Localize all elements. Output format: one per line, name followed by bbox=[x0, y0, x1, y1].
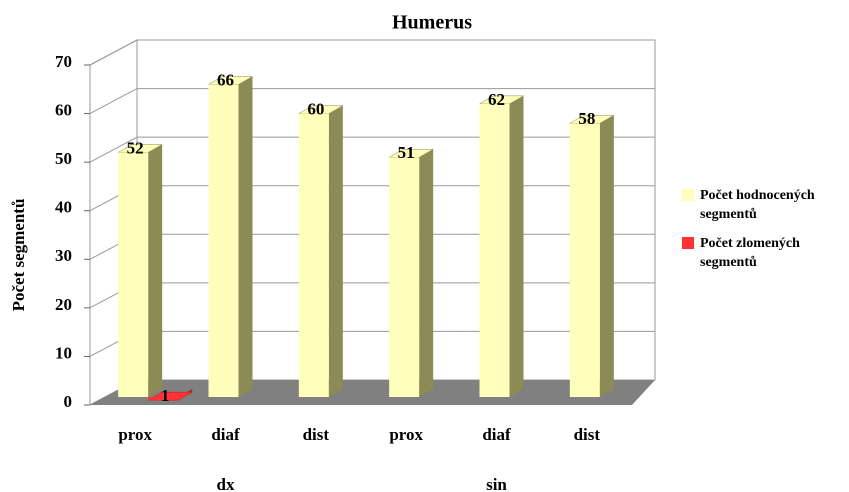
y-tick-label: 50 bbox=[55, 149, 72, 168]
x-tick-label: dist bbox=[574, 425, 601, 444]
bar-side bbox=[148, 144, 163, 397]
x-tick-label: dist bbox=[303, 425, 330, 444]
legend-swatch bbox=[682, 237, 694, 249]
bar-front bbox=[148, 397, 179, 401]
data-label: 60 bbox=[307, 99, 324, 118]
bar-side bbox=[599, 115, 614, 398]
bar-side bbox=[328, 105, 343, 398]
group-label: sin bbox=[486, 475, 507, 492]
data-label: 52 bbox=[127, 138, 144, 157]
x-tick-label: prox bbox=[389, 425, 423, 444]
bar-front bbox=[479, 103, 510, 397]
x-tick-label: diaf bbox=[482, 425, 511, 444]
bar-front bbox=[569, 123, 600, 398]
x-tick-label: prox bbox=[118, 425, 152, 444]
bar-side bbox=[509, 95, 524, 397]
bar bbox=[297, 105, 344, 398]
bar bbox=[117, 144, 164, 397]
legend-label: Počet zlomených segmentů bbox=[700, 236, 800, 270]
bar bbox=[147, 389, 194, 401]
y-tick-label: 10 bbox=[55, 343, 72, 362]
y-tick-label: 30 bbox=[55, 246, 72, 265]
data-label: 66 bbox=[217, 70, 234, 89]
y-tick-label: 70 bbox=[55, 52, 72, 71]
data-label: 62 bbox=[488, 90, 505, 109]
bar bbox=[568, 115, 615, 398]
chart-title: Humerus bbox=[392, 12, 472, 34]
legend-item: Počet zlomených segmentů bbox=[682, 234, 842, 272]
legend-label: Počet hodnocených segmentů bbox=[700, 188, 815, 222]
y-tick-label: 0 bbox=[64, 392, 73, 411]
bar-front bbox=[389, 157, 420, 397]
legend-item: Počet hodnocených segmentů bbox=[682, 186, 842, 224]
bar bbox=[207, 76, 254, 397]
data-label: 51 bbox=[398, 143, 415, 162]
bar-side bbox=[419, 149, 434, 397]
y-tick-label: 20 bbox=[55, 295, 72, 314]
x-tick-label: diaf bbox=[211, 425, 240, 444]
bar-front bbox=[208, 84, 239, 397]
grid-line bbox=[89, 39, 655, 66]
bar bbox=[388, 149, 435, 397]
bar-side bbox=[238, 76, 253, 397]
data-label: 1 bbox=[161, 386, 170, 405]
y-tick-label: 40 bbox=[55, 198, 72, 217]
y-axis-label: Počet segmentů bbox=[9, 199, 28, 312]
group-label: dx bbox=[217, 475, 235, 492]
data-label: 58 bbox=[578, 109, 595, 128]
legend-swatch bbox=[682, 189, 694, 201]
bar-front bbox=[118, 152, 149, 397]
bar bbox=[478, 95, 525, 397]
y-tick-label: 60 bbox=[55, 100, 72, 119]
grid-line bbox=[89, 88, 655, 115]
legend: Počet hodnocených segmentů Počet zlomenýc… bbox=[682, 186, 842, 282]
bar-front bbox=[298, 113, 329, 398]
